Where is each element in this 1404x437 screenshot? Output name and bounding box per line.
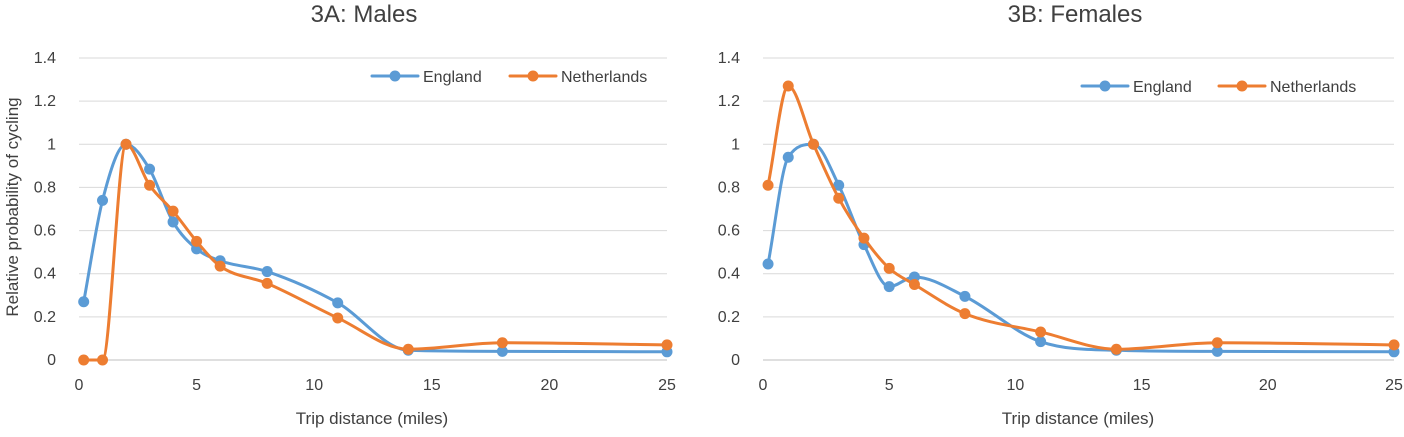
data-point — [332, 297, 344, 309]
data-point — [496, 345, 508, 357]
data-point — [1035, 326, 1047, 338]
legend-marker — [389, 70, 401, 82]
data-point — [661, 339, 673, 351]
y-tick-label: 0.4 — [34, 266, 56, 283]
y-tick-label: 0 — [731, 352, 740, 369]
data-point — [807, 138, 819, 150]
series-england — [762, 138, 1400, 358]
x-axis-label: Trip distance (miles) — [1002, 409, 1154, 428]
x-tick-label: 15 — [423, 377, 441, 394]
y-tick-label: 1 — [47, 136, 56, 153]
y-tick-label: 0.8 — [34, 179, 56, 196]
data-point — [908, 279, 920, 290]
data-point — [261, 277, 273, 289]
series-line — [82, 142, 669, 362]
data-point — [1110, 343, 1122, 355]
x-axis-label: Trip distance (miles) — [296, 409, 448, 428]
chart-1: 0 0.2 0.4 0.6 0.8 1 1.2 1.4 0 5 10 15 20 25 3A: Males T… — [3, 1, 676, 428]
data-point — [1211, 337, 1223, 349]
data-point — [833, 192, 845, 204]
data-point — [332, 312, 344, 324]
data-point — [97, 354, 109, 366]
y-axis-label: Relative probability of cycling — [3, 97, 22, 316]
y-tick-label: 0.6 — [718, 223, 740, 240]
x-tick-label: 15 — [1133, 377, 1151, 394]
legend-label: Netherlands — [561, 69, 647, 86]
data-point — [214, 260, 226, 272]
chart-2: 0 0.2 0.4 0.6 0.8 1 1.2 1.4 0 5 10 15 20 25 3B: Female… — [718, 1, 1403, 428]
x-tick-label: 0 — [759, 377, 768, 394]
data-point — [97, 194, 109, 206]
legend-item-england: England — [1080, 79, 1192, 96]
y-tick-label: 0 — [47, 352, 56, 369]
y-tick-label: 1.2 — [34, 93, 56, 110]
x-tick-label: 20 — [1259, 377, 1277, 394]
series-line — [766, 84, 1396, 351]
y-tick-label: 0.8 — [718, 179, 740, 196]
data-point — [762, 258, 774, 270]
y-tick-label: 1.2 — [718, 93, 740, 110]
y-tick-label: 0.2 — [718, 309, 740, 326]
data-point — [144, 163, 156, 175]
x-tick-label: 10 — [305, 377, 323, 394]
legend-label: England — [1133, 79, 1192, 96]
legend-item-netherlands: Netherlands — [508, 69, 647, 86]
data-point — [959, 308, 971, 320]
data-point — [883, 262, 895, 274]
data-point — [496, 337, 508, 349]
data-point — [858, 232, 870, 244]
data-point — [908, 271, 920, 283]
chart-title: 3B: Females — [1008, 1, 1143, 28]
legend-label: England — [423, 69, 482, 86]
data-point — [1388, 339, 1400, 351]
legend-marker — [1236, 80, 1248, 92]
x-tick-label: 25 — [1385, 377, 1403, 394]
y-tick-label: 0.6 — [34, 223, 56, 240]
data-point — [883, 281, 895, 293]
data-point — [78, 354, 90, 366]
x-tick-label: 5 — [192, 377, 201, 394]
x-tick-label: 0 — [75, 377, 84, 394]
legend-marker — [1099, 80, 1111, 92]
legend-item-england: England — [370, 69, 482, 86]
x-tick-label: 20 — [541, 377, 559, 394]
chart-title: 3A: Males — [311, 1, 418, 28]
data-point — [762, 179, 774, 191]
data-point — [120, 138, 132, 150]
data-point — [261, 266, 273, 278]
y-tick-label: 0.2 — [34, 309, 56, 326]
series-netherlands — [78, 138, 673, 366]
data-point — [144, 179, 156, 191]
y-tick-label: 1.4 — [718, 50, 740, 67]
data-point — [1211, 345, 1223, 357]
legend-marker — [527, 70, 539, 82]
data-point — [191, 235, 203, 247]
data-point — [782, 151, 794, 163]
x-tick-label: 10 — [1007, 377, 1025, 394]
data-point — [167, 205, 179, 217]
x-tick-label: 25 — [658, 377, 676, 394]
y-tick-label: 0.4 — [718, 266, 740, 283]
data-point — [782, 80, 794, 92]
series-netherlands — [762, 80, 1400, 355]
y-tick-label: 1 — [731, 136, 740, 153]
data-point — [167, 216, 179, 228]
legend-label: Netherlands — [1270, 79, 1356, 96]
data-point — [78, 296, 90, 308]
series-line — [82, 142, 669, 354]
x-tick-label: 5 — [885, 377, 894, 394]
y-tick-label: 1.4 — [34, 50, 56, 67]
data-point — [1035, 336, 1047, 348]
data-point — [959, 290, 971, 302]
series-england — [78, 138, 673, 358]
data-point — [402, 343, 414, 355]
legend-item-netherlands: Netherlands — [1217, 79, 1356, 96]
data-point — [833, 179, 845, 191]
